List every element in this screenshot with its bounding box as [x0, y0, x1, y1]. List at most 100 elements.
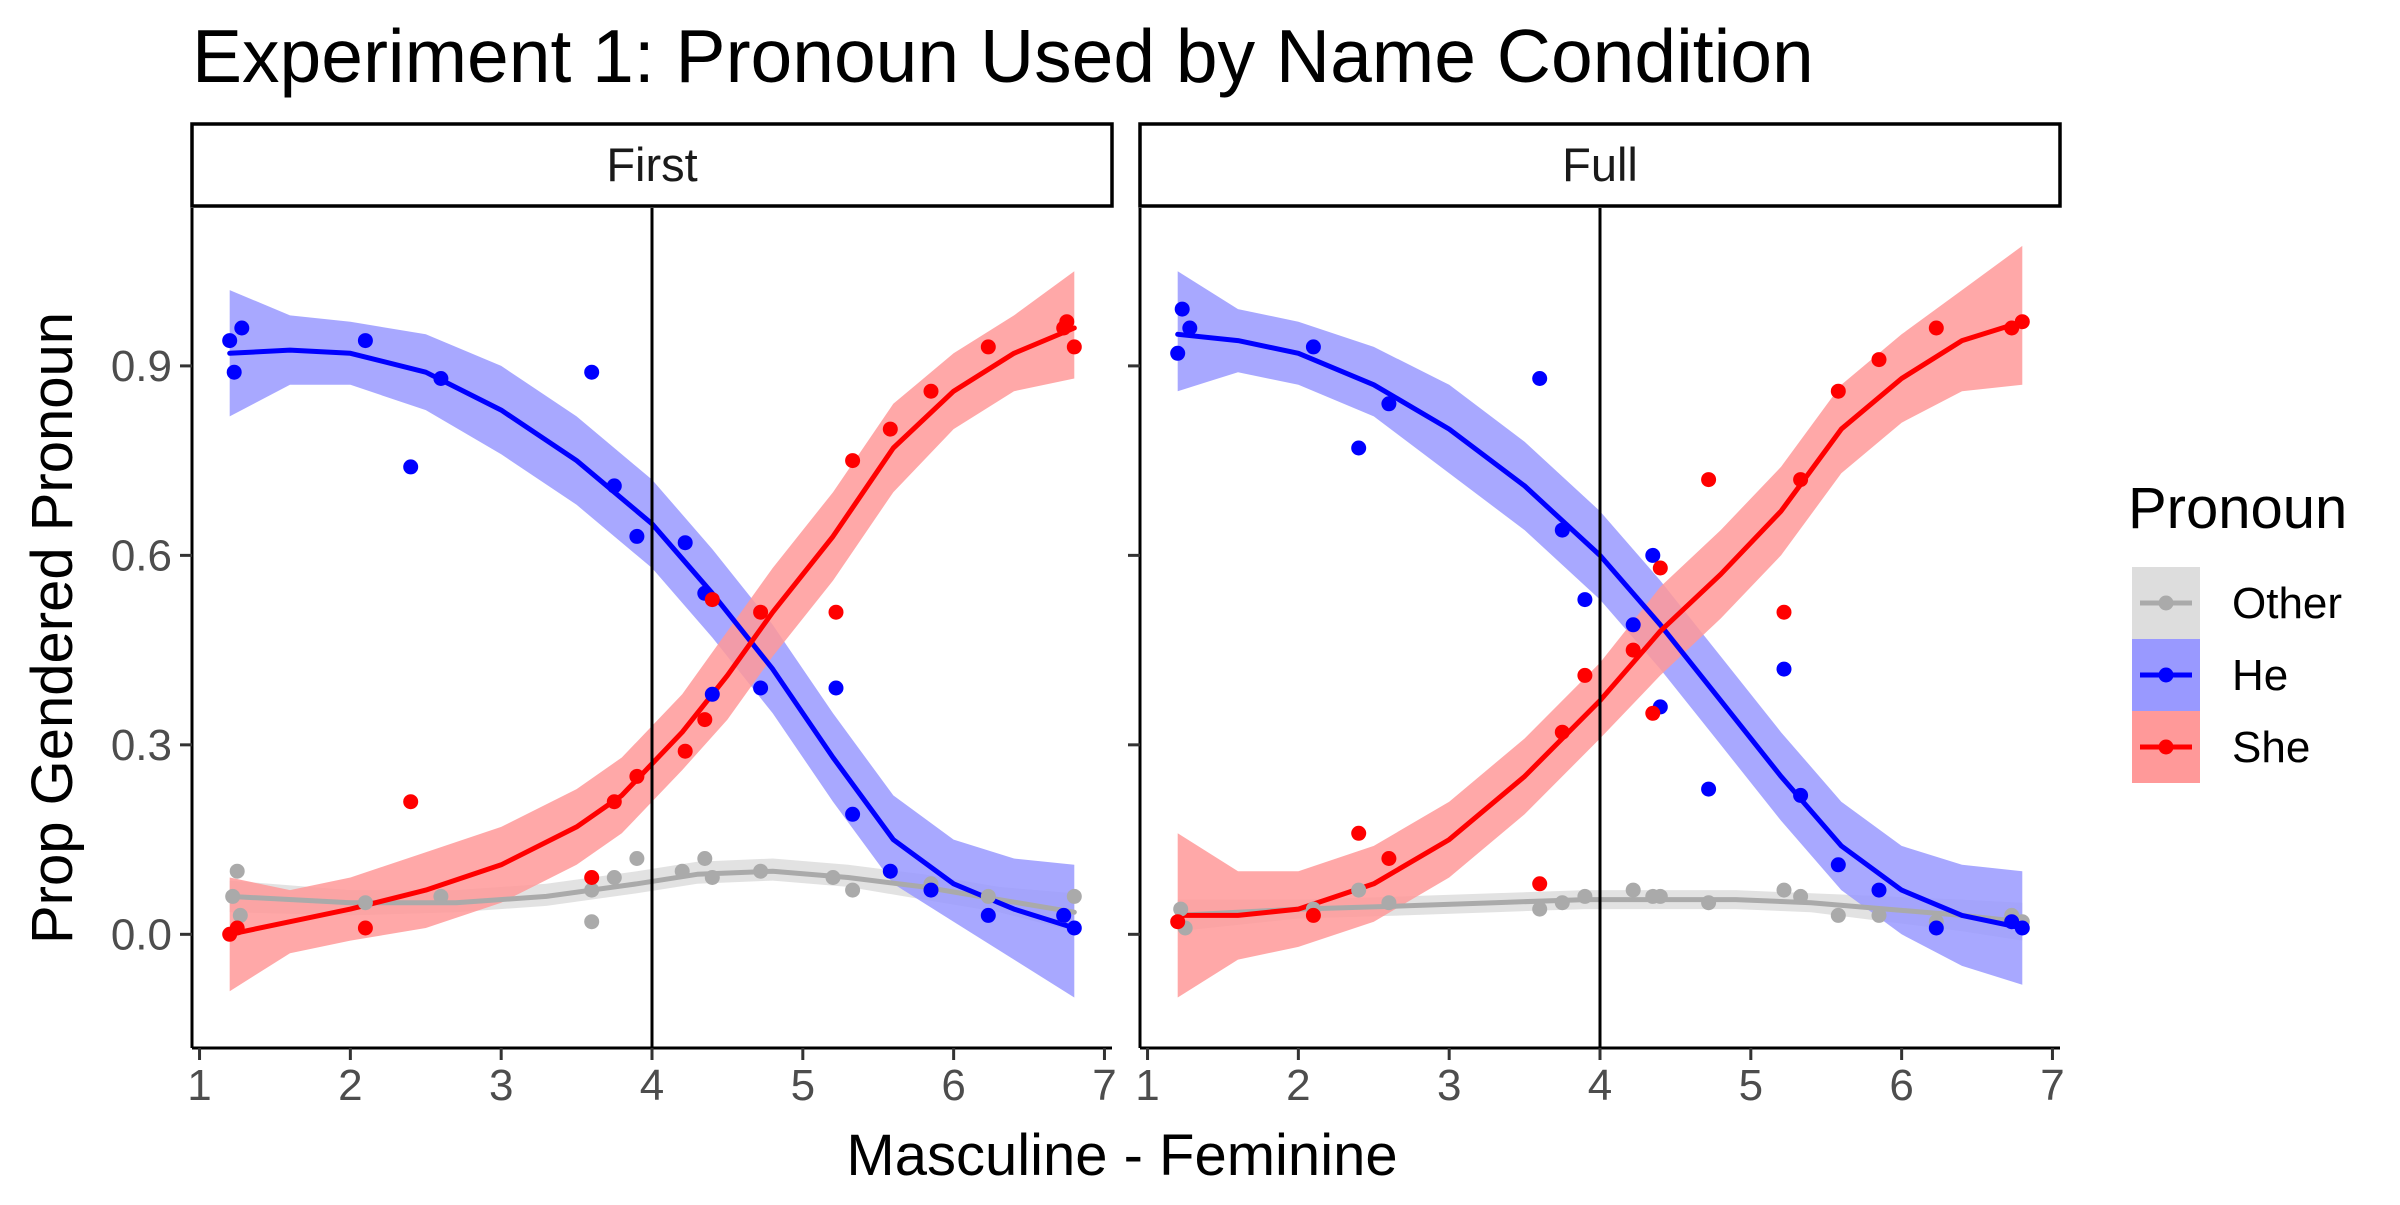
data-point-other [1532, 901, 1548, 917]
data-point-he [882, 863, 898, 879]
data-point-she [1645, 705, 1661, 721]
data-point-she [1170, 914, 1186, 930]
data-point-he [1793, 787, 1809, 803]
data-point-she [828, 604, 844, 620]
x-tick-label: 2 [338, 1061, 362, 1110]
data-point-he [828, 680, 844, 696]
data-point-other [825, 870, 841, 885]
panel-data [1170, 245, 2030, 998]
confidence-band-he [229, 290, 1075, 998]
data-point-she [1701, 472, 1717, 488]
data-point-he [2014, 920, 2030, 936]
data-point-she [1871, 352, 1887, 368]
y-tick-label: 0.3 [111, 721, 172, 770]
data-point-he [1928, 920, 1944, 936]
data-point-he [1056, 907, 1072, 923]
data-point-other [232, 907, 248, 923]
data-point-he [1554, 522, 1570, 538]
data-point-other [1830, 907, 1846, 923]
data-point-other [584, 882, 600, 898]
legend-item-she: She [2132, 711, 2310, 783]
confidence-band-he [1177, 271, 2023, 985]
chart-title: Experiment 1: Pronoun Used by Name Condi… [192, 14, 1814, 98]
data-point-she [980, 339, 996, 355]
smooth-line-she [227, 325, 1077, 937]
panels-layer: First 1 2 3 4 5 6 7 0.0 0.3 0.6 0.9 Full 1 2 3 4 5 6 7 [111, 122, 2065, 1110]
data-point-other [1173, 901, 1189, 917]
panel-data [222, 271, 1082, 998]
confidence-band-she [229, 271, 1075, 992]
data-point-he [226, 364, 242, 380]
data-point-he [1776, 661, 1792, 677]
data-point-he [704, 686, 720, 702]
data-point-she [629, 768, 645, 784]
data-point-he [1351, 440, 1367, 456]
data-point-other [753, 863, 769, 879]
x-tick-label: 1 [1135, 1061, 1159, 1110]
y-tick-label: 0.0 [111, 910, 172, 959]
data-point-other [1351, 882, 1367, 898]
data-point-she [357, 920, 373, 936]
facet-strip-label: Full [1562, 138, 1638, 191]
legend-label: He [2232, 651, 2288, 700]
x-tick-label: 3 [489, 1061, 513, 1110]
data-point-she [704, 592, 720, 608]
data-point-he [845, 806, 861, 822]
data-point-she [1928, 320, 1944, 336]
facet-strip-label: First [606, 138, 697, 191]
data-point-he [606, 478, 622, 494]
data-point-she [1554, 724, 1570, 740]
data-point-she [1066, 339, 1082, 355]
data-point-she [1830, 383, 1846, 399]
data-point-she [1776, 604, 1792, 620]
data-point-she [923, 383, 939, 399]
data-point-she [606, 794, 622, 810]
x-tick-label: 1 [187, 1061, 211, 1110]
data-point-other [704, 870, 720, 885]
data-point-he [1174, 301, 1190, 317]
legend-label: She [2232, 723, 2310, 772]
data-point-other [229, 863, 245, 879]
data-point-she [845, 453, 861, 469]
data-point-she [403, 794, 419, 810]
data-point-other [1554, 895, 1570, 911]
facet-strip [190, 122, 1114, 208]
data-point-he [1871, 882, 1887, 898]
legend-label: Other [2232, 579, 2342, 628]
data-point-she [1059, 314, 1075, 330]
x-tick-label: 5 [1739, 1061, 1763, 1110]
data-point-other [1776, 882, 1792, 898]
legend-item-he: He [2132, 639, 2288, 711]
x-tick-label: 4 [640, 1061, 664, 1110]
x-tick-label: 2 [1286, 1061, 1310, 1110]
data-point-he [1381, 396, 1397, 412]
data-point-she [1577, 667, 1593, 683]
legend: Pronoun Other He She [2128, 476, 2347, 783]
data-point-he [222, 333, 238, 349]
data-point-other [845, 882, 861, 898]
confidence-band-other [229, 858, 1075, 932]
data-point-she [1652, 560, 1668, 576]
data-point-other [584, 914, 600, 930]
data-point-she [229, 920, 245, 936]
data-point-she [753, 604, 769, 620]
panel-full: Full 1 2 3 4 5 6 7 [1128, 122, 2065, 1110]
data-point-other [980, 888, 996, 904]
data-point-he [1701, 781, 1717, 797]
data-point-he [1830, 857, 1846, 873]
data-point-he [1170, 345, 1186, 361]
x-tick-label: 6 [1889, 1061, 1913, 1110]
legend-key-point [2158, 667, 2174, 683]
data-point-other [1625, 882, 1641, 898]
data-point-other [697, 851, 713, 866]
data-point-other [606, 870, 622, 885]
data-point-he [584, 364, 600, 380]
data-point-he [1625, 617, 1641, 633]
panel-first: First 1 2 3 4 5 6 7 0.0 0.3 0.6 0.9 [111, 122, 1117, 1110]
data-point-he [403, 459, 419, 475]
facet-strip [1138, 122, 2062, 208]
data-point-other [1652, 888, 1668, 904]
y-tick-label: 0.6 [111, 531, 172, 580]
